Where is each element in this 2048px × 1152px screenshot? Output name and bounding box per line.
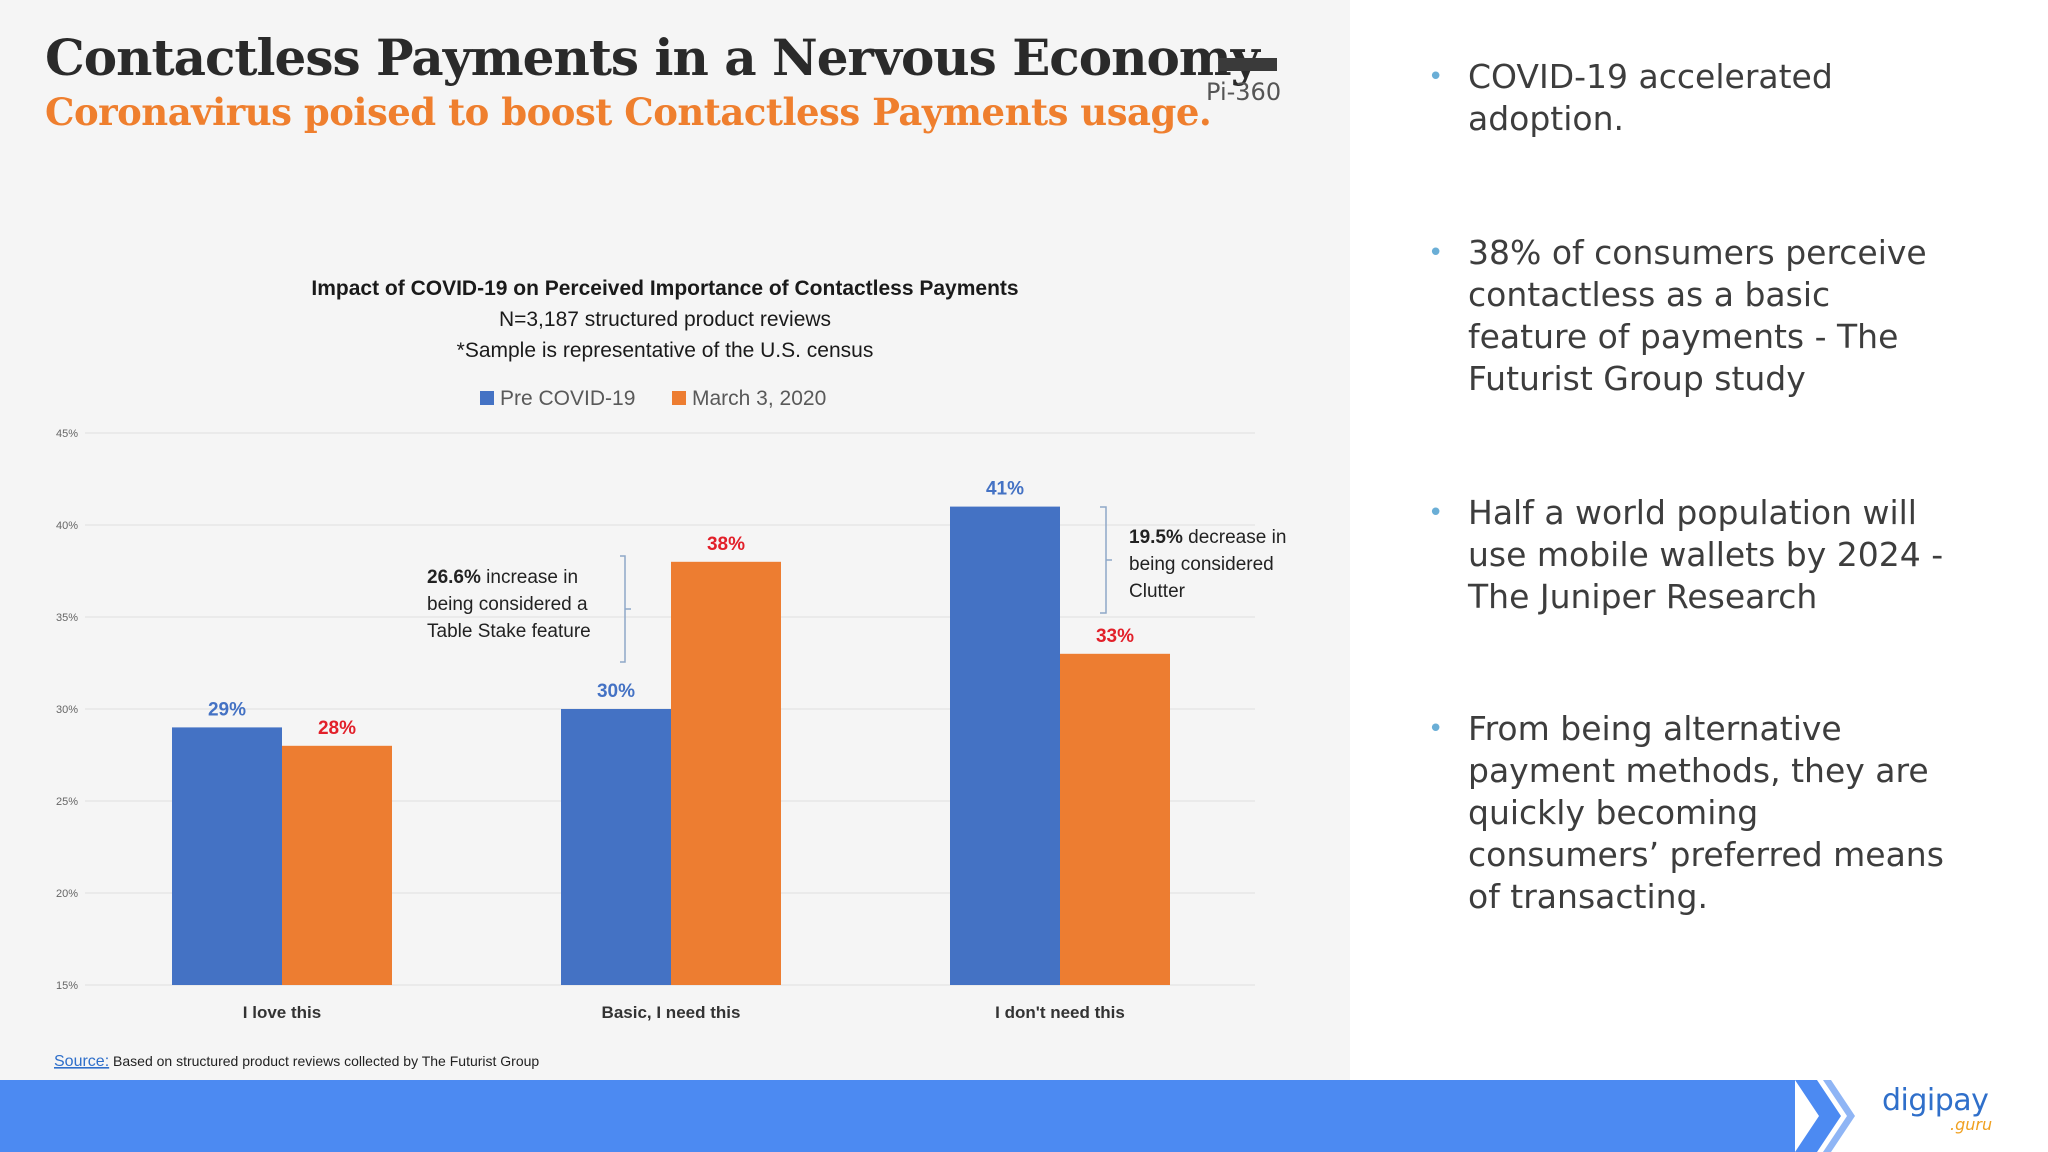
bar-pre-covid (950, 506, 1060, 985)
data-label: 41% (986, 479, 1024, 500)
bullet-text: Half a world population will use mobile … (1468, 493, 1944, 616)
annotation-decrease: 19.5% decrease in being considered Clutter (1129, 527, 1286, 602)
bar-march-2020 (1060, 653, 1170, 985)
chart-subtitle-line: N=3,187 structured product reviews (499, 308, 831, 331)
y-tick-label: 15% (56, 980, 78, 992)
chart-subtitle-line: *Sample is representative of the U.S. ce… (457, 339, 874, 362)
legend-swatch (672, 391, 686, 405)
pi360-logo-icon (1219, 58, 1277, 71)
slide-subtitle: Coronavirus poised to boost Contactless … (45, 90, 1212, 134)
x-tick-label: I don't need this (995, 1003, 1125, 1022)
bullet-text: From being alternative payment methods, … (1468, 709, 1944, 916)
y-tick-label: 25% (56, 796, 78, 808)
x-tick-label: I love this (243, 1003, 321, 1022)
bullet-dot-icon: • (1428, 62, 1444, 92)
x-tick-label: Basic, I need this (602, 1003, 741, 1022)
bullet-item: • Half a world population will use mobil… (1428, 492, 1952, 618)
legend-label: Pre COVID-19 (500, 387, 635, 410)
bar-pre-covid (172, 727, 282, 985)
bullet-item: • COVID-19 accelerated adoption. (1428, 56, 1952, 140)
chevron-right-icon (1795, 1080, 1855, 1152)
bullet-dot-icon: • (1428, 238, 1444, 268)
y-tick-label: 40% (56, 520, 78, 532)
slide-title: Contactless Payments in a Nervous Econom… (45, 28, 1260, 87)
bar-pre-covid (561, 709, 671, 985)
bullet-item: • From being alternative payment methods… (1428, 708, 1952, 918)
bar-chart: Impact of COVID-19 on Perceived Importan… (54, 277, 1286, 1070)
digipay-logo: digipay (1882, 1083, 1989, 1118)
data-label: 28% (318, 718, 356, 739)
legend-label: March 3, 2020 (692, 387, 826, 410)
bullet-dot-icon: • (1428, 714, 1444, 744)
bar-march-2020 (282, 745, 392, 985)
annotation-bracket (1100, 506, 1112, 614)
chart-title: Impact of COVID-19 on Perceived Importan… (311, 277, 1018, 300)
pi360-logo-text: Pi-360 (1206, 78, 1282, 106)
data-label: 30% (597, 681, 635, 702)
digipay-logo-suffix: .guru (1950, 1115, 1993, 1134)
bullet-dot-icon: • (1428, 498, 1444, 528)
legend-swatch (480, 391, 494, 405)
footer-bar (0, 1080, 1795, 1152)
bar-march-2020 (671, 561, 781, 985)
bullet-text: COVID-19 accelerated adoption. (1468, 57, 1833, 138)
bullet-text: 38% of consumers perceive contactless as… (1468, 233, 1927, 398)
annotation-bracket (620, 555, 631, 663)
y-tick-label: 45% (56, 428, 78, 440)
y-tick-label: 30% (56, 704, 78, 716)
data-label: 38% (707, 534, 745, 555)
data-label: 29% (208, 699, 246, 720)
bullet-item: • 38% of consumers perceive contactless … (1428, 232, 1952, 400)
y-tick-label: 35% (56, 612, 78, 624)
data-label: 33% (1096, 626, 1134, 647)
y-tick-label: 20% (56, 888, 78, 900)
source-note: Source: Based on structured product revi… (54, 1053, 539, 1070)
annotation-increase: 26.6% increase in being considered a Table… (427, 567, 591, 642)
